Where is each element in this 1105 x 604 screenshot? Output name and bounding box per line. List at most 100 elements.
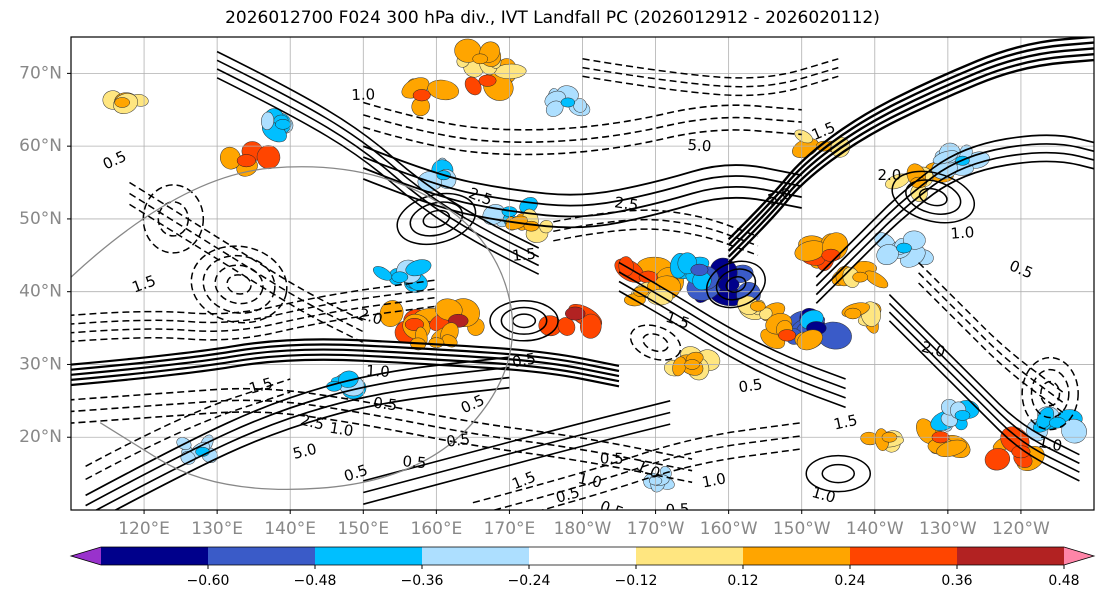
contour-label: 5.0 <box>687 136 712 156</box>
divergence-shade <box>580 313 602 339</box>
divergence-shade-core <box>478 74 497 87</box>
divergence-shade-core <box>844 307 862 320</box>
graticule <box>71 37 1094 510</box>
positive-contour <box>815 160 1094 304</box>
colorbar-segment <box>743 547 851 565</box>
positive-contour <box>706 260 766 309</box>
negative-contour <box>363 114 802 143</box>
negative-contour <box>1021 356 1079 431</box>
colorbar-segment <box>101 547 209 565</box>
contour-label: 2.0 <box>877 166 901 184</box>
lat-tick-label: 40°N <box>19 282 62 302</box>
divergence-shade <box>796 329 823 351</box>
contour-label: 1.5 <box>247 374 275 398</box>
colorbar-tick-label: −0.12 <box>615 573 658 589</box>
positive-contour <box>905 179 962 215</box>
lon-tick-label: 120°E <box>118 519 170 539</box>
negative-contour <box>85 391 291 481</box>
negative-contour <box>71 296 437 334</box>
contour-label: 1.5 <box>511 245 537 265</box>
colorbar-outline <box>69 546 1096 566</box>
positive-contour <box>71 348 620 378</box>
divergence-shade <box>261 111 275 131</box>
colorbar-tick-label: 0.36 <box>941 573 972 589</box>
divergence-shade-core <box>954 410 971 421</box>
lon-tick-label: 150°W <box>773 519 831 539</box>
positive-contour <box>362 145 802 196</box>
lon-tick-label: 160°W <box>700 519 758 539</box>
positive-contour <box>815 151 1094 296</box>
colorbar-segment <box>208 547 316 565</box>
negative-contour <box>71 305 437 343</box>
colorbar-segment <box>850 547 958 565</box>
contour-label: 1.0 <box>810 483 838 507</box>
divergence-shade <box>557 317 576 336</box>
lon-tick-label: 140°W <box>846 519 904 539</box>
negative-contour <box>582 66 839 88</box>
colorbar-segment <box>636 547 744 565</box>
colorbar-segment <box>422 547 530 565</box>
negative-contour <box>129 203 364 344</box>
lon-tick-label: 160°E <box>411 519 463 539</box>
positive-contour <box>85 356 510 497</box>
negative-contour <box>918 272 1066 405</box>
colorbar-tick-label: 0.24 <box>834 573 865 589</box>
colorbar: −0.60 −0.48 −0.36 −0.24 −0.12 0.12 0.24 0.36 0.4… <box>69 546 1096 589</box>
positive-contour <box>216 77 540 275</box>
positive-contour <box>500 306 548 335</box>
positive-contour <box>85 366 510 507</box>
negative-contour <box>71 279 437 317</box>
negative-contour <box>214 264 264 305</box>
divergence-shade <box>379 300 404 327</box>
divergence-shade-core <box>236 154 256 168</box>
positive-contour <box>805 454 871 493</box>
negative-contour <box>553 228 759 257</box>
positive-contour <box>362 167 802 218</box>
negative-contour <box>129 192 364 333</box>
lat-tick-label: 60°N <box>19 136 62 156</box>
divergence-shade-core <box>750 300 766 312</box>
positive-contour <box>113 386 510 510</box>
negative-contour <box>1040 380 1061 407</box>
colorbar-extend-min <box>71 547 101 565</box>
positive-contour <box>363 423 671 505</box>
lon-tick-label: 130°W <box>919 519 977 539</box>
positive-contour <box>888 294 1080 456</box>
divergence-shade-core <box>412 89 431 102</box>
positive-contour <box>216 59 540 258</box>
colorbar-tick-label: 0.12 <box>727 573 758 589</box>
contour-label: 0.5 <box>554 483 582 507</box>
negative-contour <box>491 435 802 510</box>
colorbar-tick-label: −0.24 <box>508 573 551 589</box>
positive-contour <box>725 275 747 293</box>
latitude-ticks: 20°N 30°N 40°N 50°N 60°N 70°N <box>19 63 71 447</box>
positive-contour <box>71 353 620 383</box>
positive-contour <box>888 311 1080 473</box>
positive-contour <box>422 209 451 229</box>
divergence-shade-core <box>638 270 658 284</box>
contour-label: 0.5 <box>402 452 427 472</box>
negative-contour <box>129 181 364 322</box>
positive-contour <box>815 143 1094 287</box>
negative-contour <box>553 218 759 247</box>
positive-contour <box>363 411 671 494</box>
contour-label: 1.0 <box>701 469 728 491</box>
positive-contour <box>727 47 1094 252</box>
lat-tick-label: 20°N <box>19 427 62 447</box>
longitude-ticks: 120°E 130°E 140°E 150°E 160°E 170°E 180°W 170°W… <box>118 510 1050 539</box>
positive-contour <box>216 68 540 267</box>
lat-tick-label: 30°N <box>19 354 62 374</box>
divergence-shade <box>864 270 889 289</box>
colorbar-extend-max <box>1064 547 1094 565</box>
positive-contour <box>71 358 620 388</box>
lon-tick-label: 180°W <box>554 519 612 539</box>
positive-contour <box>918 187 948 207</box>
divergence-shade <box>373 266 393 281</box>
positive-contour <box>363 400 671 482</box>
negative-contour <box>472 421 802 504</box>
negative-contour <box>539 448 802 510</box>
positive-contour <box>821 463 855 484</box>
contour-label: 1.0 <box>328 419 354 441</box>
colorbar-segment <box>315 547 423 565</box>
contour-label: 1.0 <box>1037 433 1064 455</box>
